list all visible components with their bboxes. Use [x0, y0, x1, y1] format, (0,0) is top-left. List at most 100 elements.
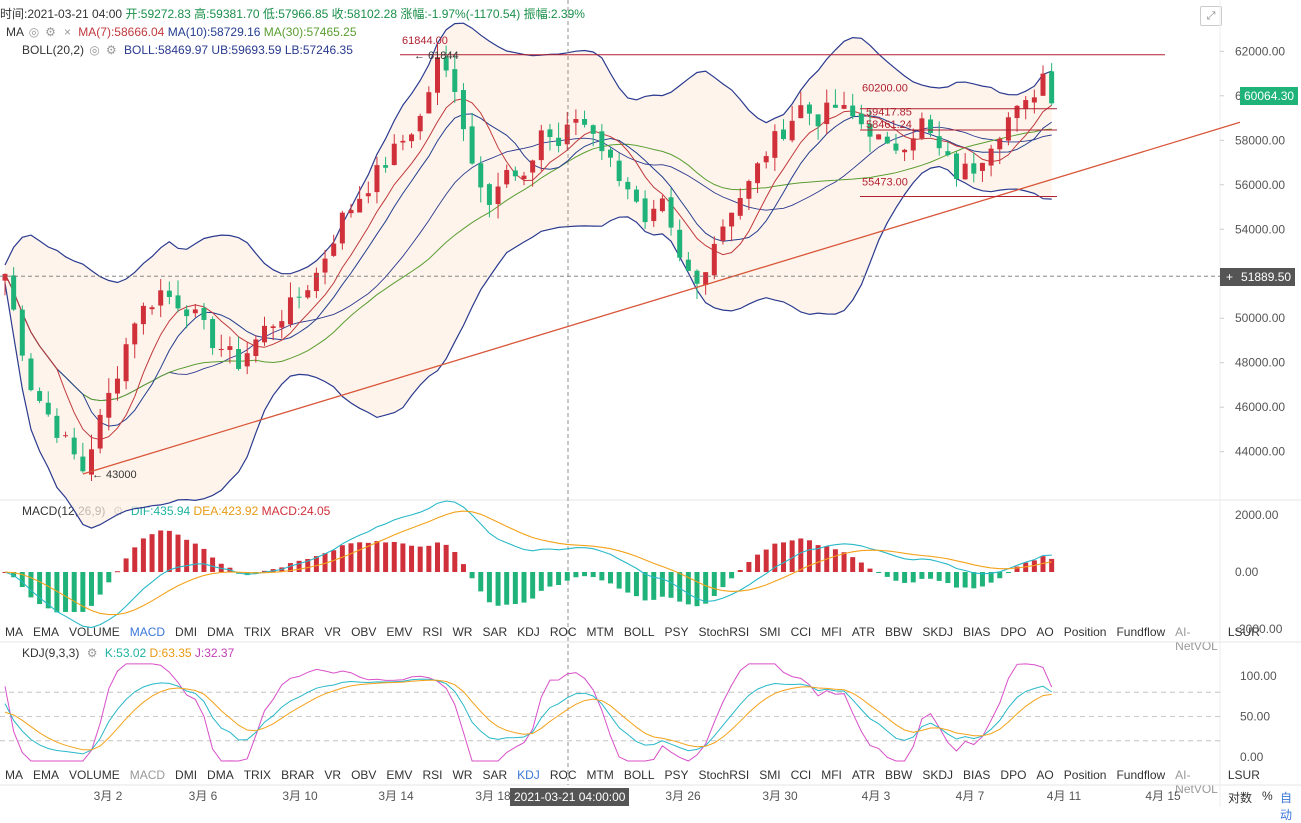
- indicator-tab-ao[interactable]: AO: [1036, 768, 1054, 782]
- indicator-tab-ema[interactable]: EMA: [33, 768, 60, 782]
- indicator-tab-rsi[interactable]: RSI: [422, 768, 443, 782]
- indicator-tab-dma[interactable]: DMA: [207, 768, 234, 782]
- macd-histogram-bar: [582, 572, 588, 577]
- indicator-tab-wr[interactable]: WR: [452, 768, 473, 782]
- indicator-tab-ma[interactable]: MA: [5, 768, 23, 782]
- indicator-tab-brar[interactable]: BRAR: [281, 768, 315, 782]
- indicator-tab-vr[interactable]: VR: [324, 768, 342, 782]
- indicator-tab-bias[interactable]: BIAS: [963, 768, 991, 782]
- indicator-tab-obv[interactable]: OBV: [351, 768, 377, 782]
- macd-histogram-bar: [1014, 566, 1020, 572]
- indicator-tab-smi[interactable]: SMI: [759, 625, 781, 639]
- candle-body: [746, 181, 752, 199]
- candle-body: [504, 170, 510, 185]
- gear-icon[interactable]: ⚙: [105, 43, 117, 57]
- indicator-tab-mtm[interactable]: MTM: [586, 768, 614, 782]
- indicator-tab-cci[interactable]: CCI: [790, 768, 812, 782]
- indicator-tab-volume[interactable]: VOLUME: [69, 625, 120, 639]
- indicator-tab-atr[interactable]: ATR: [851, 768, 876, 782]
- eye-icon[interactable]: ◎: [89, 43, 100, 57]
- crosshair-plus-icon[interactable]: +: [1226, 270, 1234, 284]
- indicator-tab-macd[interactable]: MACD: [129, 625, 166, 639]
- indicator-tab-kdj[interactable]: KDJ: [517, 768, 540, 782]
- ma-legend-name[interactable]: MA: [6, 25, 24, 39]
- indicator-tab-boll[interactable]: BOLL: [623, 768, 655, 782]
- indicator-tab-volume[interactable]: VOLUME: [69, 768, 120, 782]
- indicator-tab-vr[interactable]: VR: [324, 625, 342, 639]
- indicator-tab-sar[interactable]: SAR: [482, 625, 508, 639]
- fullscreen-button[interactable]: ⤢: [1200, 6, 1222, 26]
- indicator-tab-roc[interactable]: ROC: [549, 768, 577, 782]
- indicator-tab-sar[interactable]: SAR: [482, 768, 508, 782]
- candle-body: [1040, 73, 1046, 96]
- indicator-tab-roc[interactable]: ROC: [549, 625, 577, 639]
- indicator-tab-kdj[interactable]: KDJ: [517, 625, 540, 639]
- indicator-tab-mfi[interactable]: MFI: [821, 768, 842, 782]
- macd-histogram-bar: [1049, 558, 1055, 572]
- indicator-tab-dma[interactable]: DMA: [207, 625, 234, 639]
- kdj-legend-name[interactable]: KDJ(9,3,3): [22, 646, 80, 660]
- indicator-tab-mfi[interactable]: MFI: [821, 625, 842, 639]
- time-label: 时间:2021-03-21 04:00: [0, 7, 123, 21]
- indicator-tab-wr[interactable]: WR: [452, 625, 473, 639]
- indicator-tab-dpo[interactable]: DPO: [1000, 625, 1027, 639]
- indicator-tab-ma[interactable]: MA: [5, 625, 23, 639]
- indicator-tab-skdj[interactable]: SKDJ: [922, 768, 954, 782]
- x-tick-label: 4月 15: [1145, 789, 1181, 803]
- indicator-tab-atr[interactable]: ATR: [851, 625, 876, 639]
- indicator-tab-macd[interactable]: MACD: [129, 768, 166, 782]
- indicator-tab-ao[interactable]: AO: [1036, 625, 1054, 639]
- auto-scale-toggle[interactable]: 自动: [1280, 789, 1301, 823]
- indicator-tab-trix[interactable]: TRIX: [243, 768, 272, 782]
- close-icon[interactable]: ×: [63, 25, 71, 39]
- gear-icon[interactable]: ⚙: [45, 25, 56, 39]
- indicator-tab-dmi[interactable]: DMI: [175, 768, 198, 782]
- indicator-tab-rsi[interactable]: RSI: [422, 625, 443, 639]
- candle-body: [547, 129, 553, 138]
- macd-histogram-bar: [166, 530, 172, 572]
- indicator-tab-fundflow[interactable]: Fundflow: [1116, 768, 1166, 782]
- candle-body: [149, 307, 155, 310]
- indicator-tab-brar[interactable]: BRAR: [281, 625, 315, 639]
- indicator-tab-cci[interactable]: CCI: [790, 625, 812, 639]
- indicator-tab-stochrsi[interactable]: StochRSI: [698, 625, 750, 639]
- candle-body: [1005, 117, 1011, 141]
- indicator-tab-boll[interactable]: BOLL: [623, 625, 655, 639]
- macd-histogram-bar: [789, 540, 795, 572]
- indicator-tab-skdj[interactable]: SKDJ: [922, 625, 954, 639]
- eye-icon[interactable]: ◎: [28, 25, 40, 39]
- gear-icon[interactable]: ⚙: [86, 646, 98, 660]
- indicator-tab-fundflow[interactable]: Fundflow: [1116, 625, 1166, 639]
- candle-body: [608, 149, 613, 158]
- log-scale-toggle[interactable]: 对数: [1228, 789, 1252, 806]
- indicator-tab-emv[interactable]: EMV: [386, 625, 413, 639]
- indicator-tab-mtm[interactable]: MTM: [586, 625, 614, 639]
- indicator-tab-psy[interactable]: PSY: [664, 768, 689, 782]
- candle-body: [357, 198, 363, 213]
- indicator-tab-ema[interactable]: EMA: [33, 625, 60, 639]
- percent-scale-toggle[interactable]: %: [1262, 789, 1273, 803]
- indicator-tab-bbw[interactable]: BBW: [885, 768, 913, 782]
- indicator-tab-dmi[interactable]: DMI: [175, 625, 198, 639]
- macd-histogram-bar: [928, 572, 934, 579]
- macd-histogram-bar: [936, 572, 942, 581]
- indicator-tab-dpo[interactable]: DPO: [1000, 768, 1027, 782]
- indicator-tab-trix[interactable]: TRIX: [243, 625, 272, 639]
- x-tick-label: 3月 10: [282, 789, 318, 803]
- candle-body: [564, 124, 570, 145]
- indicator-tab-lsur[interactable]: LSUR: [1227, 625, 1260, 639]
- indicator-tab-obv[interactable]: OBV: [351, 625, 377, 639]
- indicator-tab-stochrsi[interactable]: StochRSI: [698, 768, 750, 782]
- indicator-tab-position[interactable]: Position: [1063, 625, 1107, 639]
- indicator-tab-psy[interactable]: PSY: [664, 625, 689, 639]
- boll-legend-name[interactable]: BOLL(20,2): [22, 43, 85, 57]
- macd-histogram-bar: [435, 542, 440, 572]
- indicator-tab-emv[interactable]: EMV: [386, 768, 413, 782]
- indicator-tab-bias[interactable]: BIAS: [963, 625, 991, 639]
- indicator-tab-position[interactable]: Position: [1063, 768, 1107, 782]
- indicator-tab-lsur[interactable]: LSUR: [1227, 768, 1260, 782]
- kdj-y-tick-label: 0.00: [1240, 750, 1264, 764]
- indicator-tab-smi[interactable]: SMI: [759, 768, 781, 782]
- indicator-tab-bbw[interactable]: BBW: [885, 625, 913, 639]
